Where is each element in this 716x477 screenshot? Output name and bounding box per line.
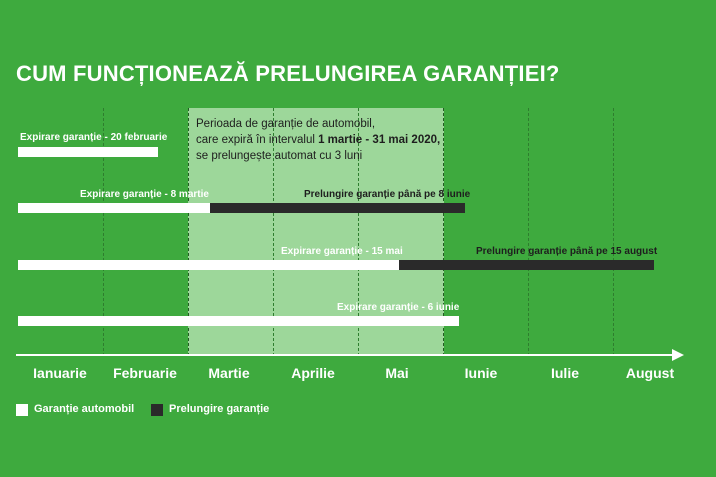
row-3-extension-bar xyxy=(398,260,654,270)
page-title: CUM FUNCȚIONEAZĂ PRELUNGIREA GARANȚIEI? xyxy=(16,61,560,86)
month-label-februarie: Februarie xyxy=(113,365,177,381)
legend-extension-label: Prelungire garanție xyxy=(169,403,270,415)
row-1-warranty-label: Expirare garanție - 20 februarie xyxy=(20,132,168,143)
row-2-extension-bar xyxy=(210,203,466,213)
month-label-iunie: Iunie xyxy=(464,365,498,381)
arrow-right-icon xyxy=(672,349,684,361)
row-1-warranty-bar xyxy=(18,147,159,157)
gridline-may xyxy=(358,108,359,356)
period-description: Perioada de garanție de automobil, care … xyxy=(196,116,441,164)
gridline-february xyxy=(103,108,104,356)
month-label-ianuarie: Ianuarie xyxy=(33,365,87,381)
row-4-warranty-bar xyxy=(18,316,460,326)
row-3-extension-label: Prelungire garanție până pe 15 august xyxy=(476,246,658,257)
timeline-axis xyxy=(16,354,674,356)
row-3-warranty-label: Expirare garanție - 15 mai xyxy=(281,246,403,257)
gridline-july xyxy=(528,108,529,356)
row-2-extension-label: Prelungire garanție până pe 8 iunie xyxy=(304,189,471,200)
gridline-april xyxy=(273,108,274,356)
month-label-aprilie: Aprilie xyxy=(291,365,335,381)
gridline-august xyxy=(613,108,614,356)
period-line-2-dates: 1 martie - 31 mai 2020, xyxy=(318,134,441,146)
period-line-2-prefix: care expiră în intervalul xyxy=(196,134,319,146)
period-line-3: se prelungește automat cu 3 luni xyxy=(196,150,363,162)
month-label-august: August xyxy=(625,365,675,381)
month-label-iulie: Iulie xyxy=(550,365,579,381)
month-label-mai: Mai xyxy=(385,365,409,381)
row-2-warranty-label: Expirare garanție - 8 martie xyxy=(80,189,209,200)
month-label-martie: Martie xyxy=(208,365,250,381)
pandemic-period-highlight xyxy=(188,108,444,356)
row-4-warranty-label: Expirare garanție - 6 iunie xyxy=(337,302,460,313)
period-line-2: care expiră în intervalul 1 martie - 31 … xyxy=(196,132,441,148)
row-2-warranty-bar xyxy=(18,203,211,213)
legend-warranty-label: Garanție automobil xyxy=(34,403,135,415)
period-line-1: Perioada de garanție de automobil, xyxy=(196,118,376,130)
row-3-warranty-bar xyxy=(18,260,399,270)
legend-extension-swatch xyxy=(151,404,163,416)
legend-warranty-swatch xyxy=(16,404,28,416)
